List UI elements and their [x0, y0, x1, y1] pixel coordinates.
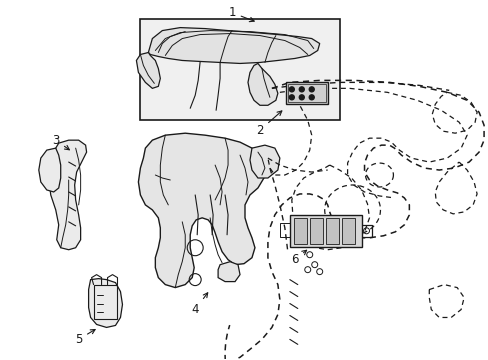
Polygon shape — [218, 262, 240, 282]
Polygon shape — [49, 140, 86, 250]
Polygon shape — [249, 145, 279, 178]
Polygon shape — [39, 148, 61, 192]
Polygon shape — [247, 63, 277, 105]
Circle shape — [308, 87, 314, 92]
Circle shape — [299, 95, 304, 100]
Bar — [93, 285, 117, 319]
Text: 3: 3 — [52, 134, 69, 150]
Circle shape — [289, 95, 294, 100]
Bar — [341, 218, 354, 244]
Polygon shape — [88, 279, 122, 328]
Bar — [140, 19, 339, 120]
Text: 5: 5 — [75, 329, 95, 346]
Polygon shape — [138, 133, 264, 288]
Bar — [293, 218, 306, 244]
Bar — [287, 84, 325, 102]
Text: 4: 4 — [191, 293, 207, 316]
Bar — [289, 215, 361, 247]
Polygon shape — [136, 53, 160, 88]
Bar — [279, 223, 289, 237]
Circle shape — [308, 95, 314, 100]
Bar — [325, 218, 338, 244]
Polygon shape — [148, 28, 319, 63]
Text: 6: 6 — [290, 250, 306, 266]
Circle shape — [289, 87, 294, 92]
Circle shape — [299, 87, 304, 92]
Bar — [285, 82, 327, 104]
Text: 1: 1 — [228, 6, 254, 22]
Text: 2: 2 — [256, 111, 281, 137]
Bar — [309, 218, 322, 244]
